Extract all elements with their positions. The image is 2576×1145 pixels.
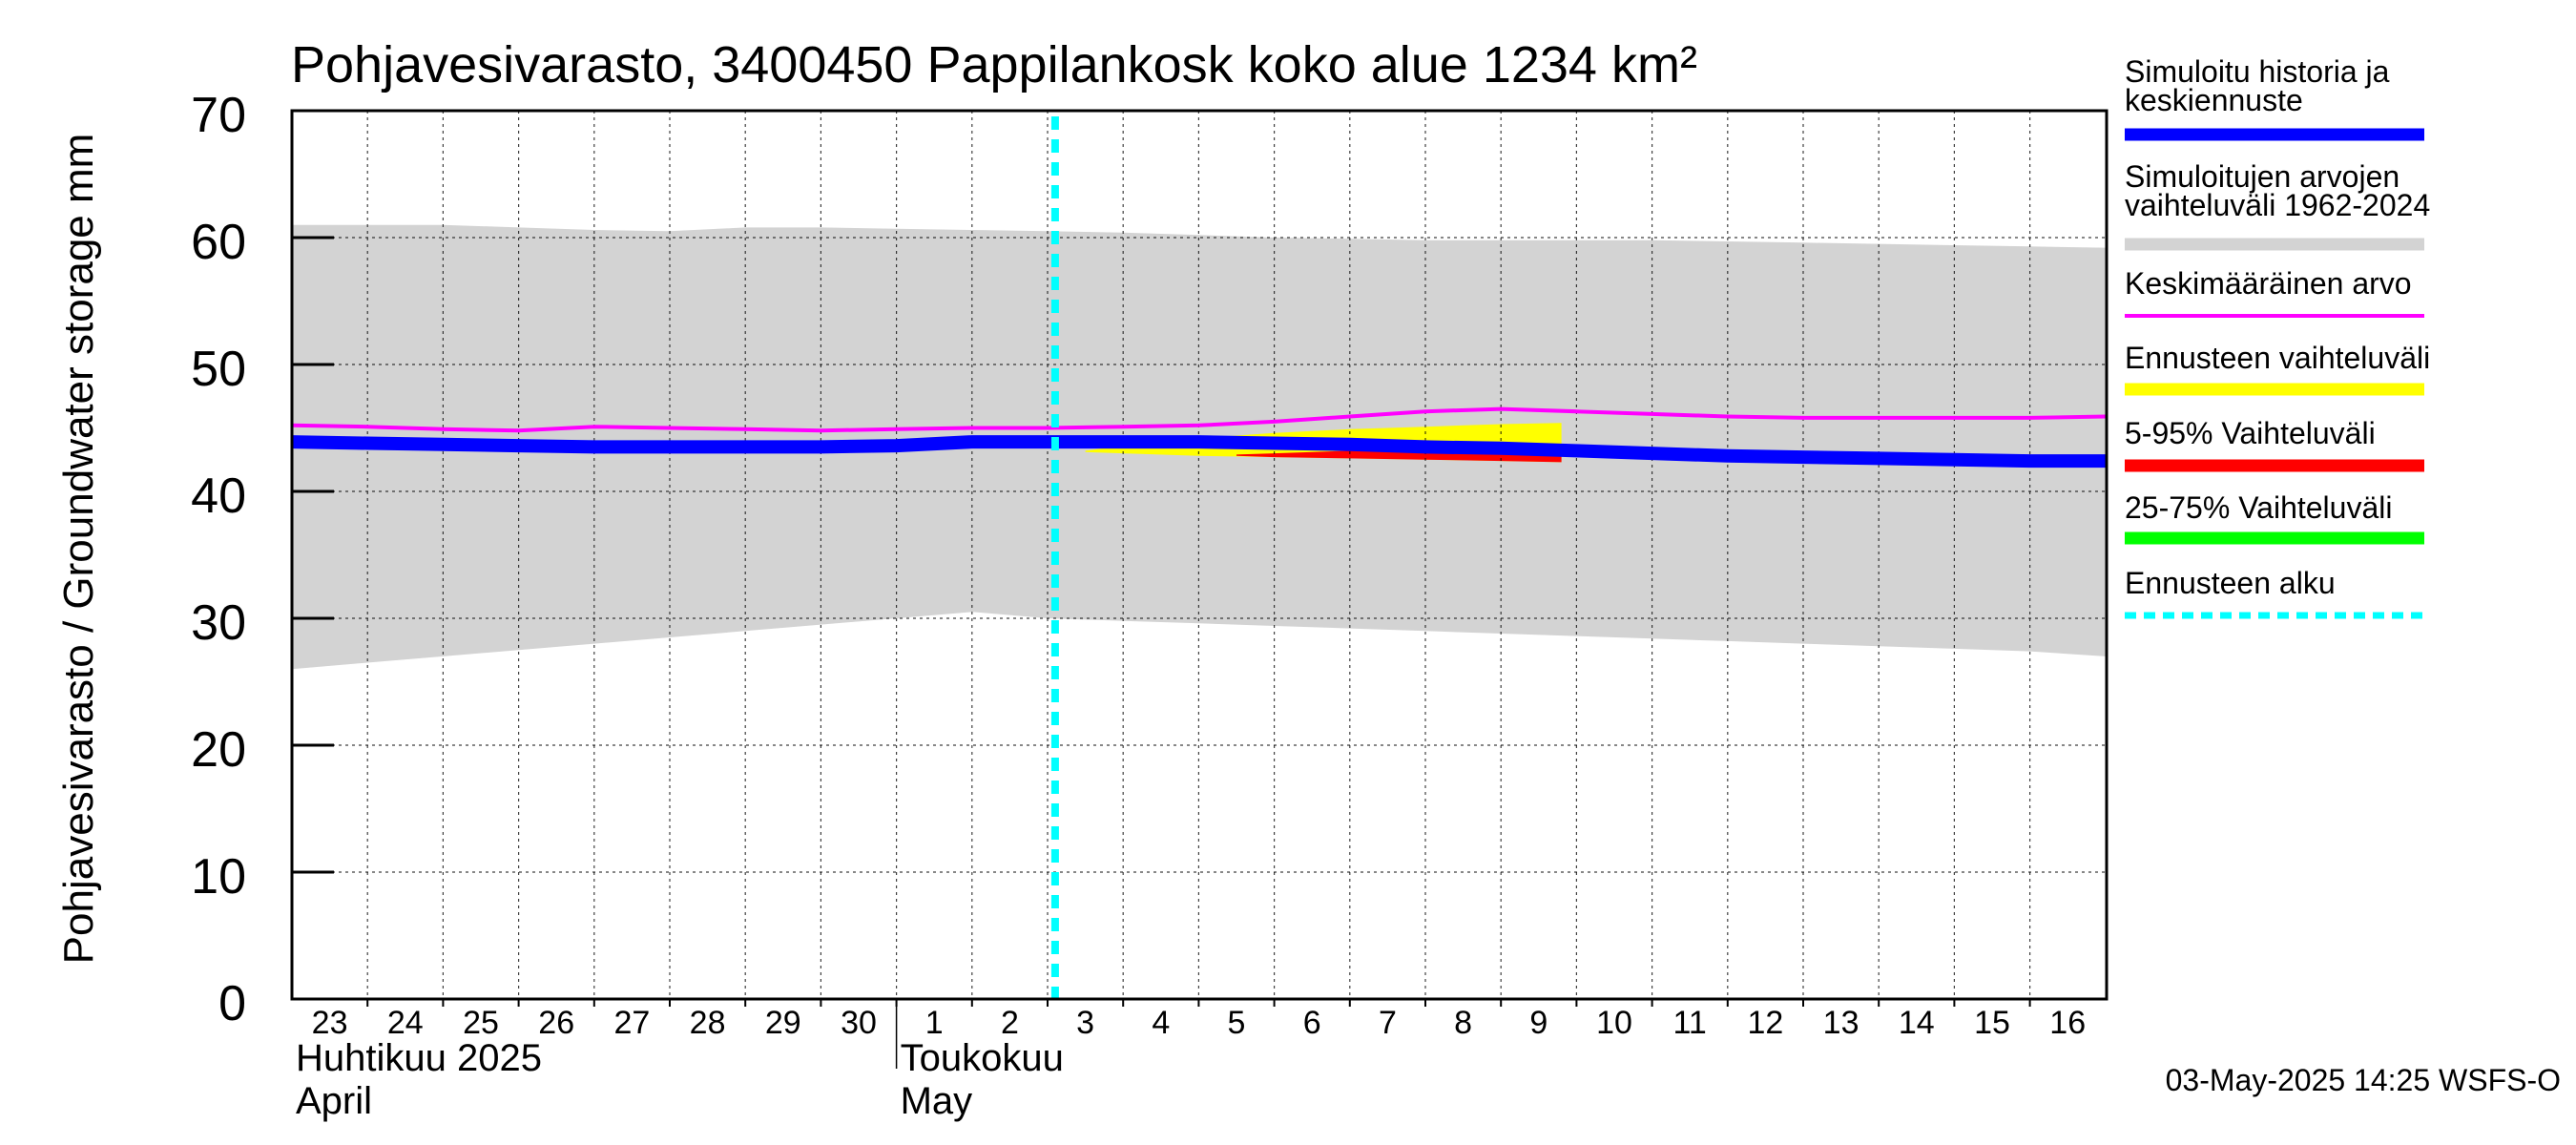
x-tick-labels: 23 24 25 26 27 28 29 30 1 2 3 4 5 6 7 8 9 10 11 12 13 14 15 16 <box>312 999 2086 1041</box>
y-tick-label: 50 <box>191 342 246 397</box>
legend-label: keskiennuste <box>2125 83 2303 117</box>
x-tick-label: 13 <box>1823 1005 1859 1041</box>
x-tick-label: 16 <box>2049 1005 2086 1041</box>
x-tick-label: 2 <box>1001 1005 1019 1041</box>
x-tick-label: 10 <box>1596 1005 1632 1041</box>
y-tick-label: 40 <box>191 468 246 524</box>
x-tick-label: 24 <box>387 1005 424 1041</box>
mean-value-line <box>291 406 2106 433</box>
x-tick-label: 8 <box>1454 1005 1472 1041</box>
legend-label: Ennusteen vaihteluväli <box>2125 341 2430 375</box>
x-tick-label: 27 <box>613 1005 650 1041</box>
x-tick-label: 7 <box>1379 1005 1397 1041</box>
x-tick-label: 23 <box>312 1005 348 1041</box>
x-tick-label: 6 <box>1303 1005 1321 1041</box>
y-tick-label: 30 <box>191 595 246 651</box>
x-tick-label: 25 <box>463 1005 499 1041</box>
x-tick-label: 12 <box>1747 1005 1783 1041</box>
month-label-fi: Huhtikuu 2025 <box>296 1037 542 1079</box>
x-tick-label: 11 <box>1673 1005 1707 1041</box>
legend-label: 25-75% Vaihteluväli <box>2125 490 2392 525</box>
x-tick-label: 26 <box>538 1005 574 1041</box>
x-tick-label: 15 <box>1974 1005 2010 1041</box>
y-tick-label: 20 <box>191 722 246 778</box>
y-tick-label: 0 <box>218 976 246 1031</box>
simulated-median-line <box>291 435 2106 468</box>
legend-label: Ennusteen alku <box>2125 566 2336 600</box>
timestamp-footer: 03-May-2025 14:25 WSFS-O <box>2166 1063 2561 1097</box>
month-label-fi: Toukokuu <box>901 1037 1064 1079</box>
chart-title: Pohjavesivarasto, 3400450 Pappilankosk k… <box>291 36 1697 94</box>
y-tick-label: 60 <box>191 215 246 270</box>
legend-label: vaihteluväli 1962-2024 <box>2125 188 2430 222</box>
series-lines <box>291 406 2106 468</box>
y-tick-labels: 0 10 20 30 40 50 60 70 <box>191 88 334 1031</box>
legend-label: 5-95% Vaihteluväli <box>2125 416 2376 450</box>
x-tick-label: 1 <box>925 1005 944 1041</box>
x-tick-label: 29 <box>765 1005 801 1041</box>
y-axis-label: Pohjavesivarasto / Groundwater storage m… <box>55 134 102 965</box>
y-tick-label: 10 <box>191 849 246 905</box>
x-tick-label: 30 <box>841 1005 877 1041</box>
x-tick-label: 5 <box>1228 1005 1246 1041</box>
x-tick-label: 14 <box>1899 1005 1935 1041</box>
x-tick-label: 9 <box>1529 1005 1548 1041</box>
legend-label: Simuloitu historia ja <box>2125 54 2390 89</box>
month-label-en: May <box>901 1080 973 1122</box>
x-tick-label: 3 <box>1076 1005 1094 1041</box>
grid-lines <box>292 111 2107 999</box>
month-label-en: April <box>296 1080 372 1122</box>
y-tick-label: 70 <box>191 88 246 143</box>
x-tick-label: 28 <box>690 1005 726 1041</box>
legend-label: Simuloitujen arvojen <box>2125 159 2399 194</box>
x-tick-label: 4 <box>1152 1005 1170 1041</box>
legend-label: Keskimääräinen arvo <box>2125 266 2412 301</box>
